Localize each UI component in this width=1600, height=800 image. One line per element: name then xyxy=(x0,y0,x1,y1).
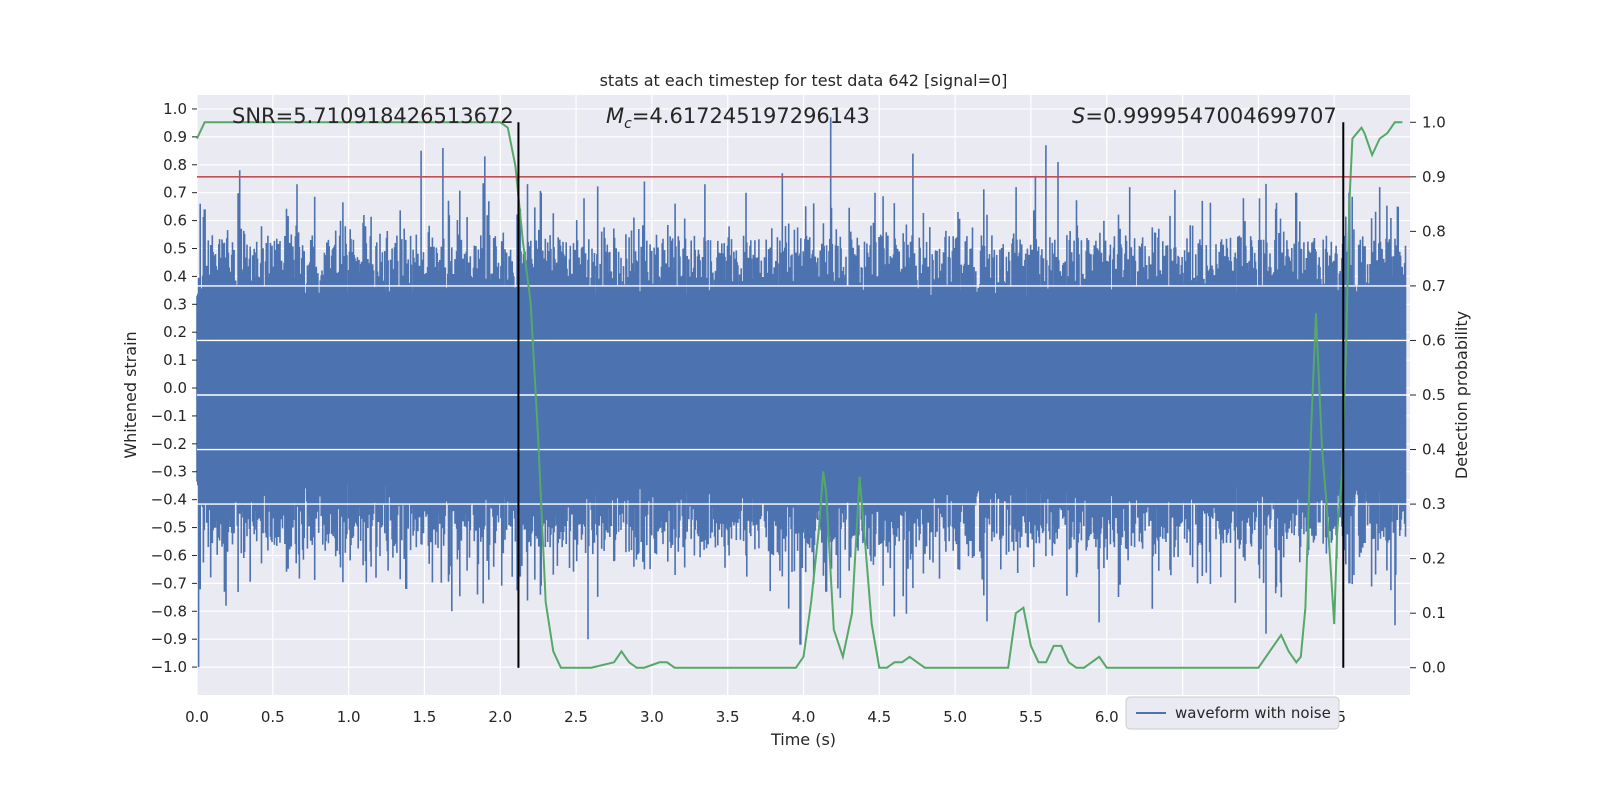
legend-label: waveform with noise xyxy=(1175,704,1331,722)
y-tick-label: 0.3 xyxy=(163,295,187,313)
y-tick-label: 0.2 xyxy=(163,323,187,341)
x-tick-label: 4.5 xyxy=(867,708,891,726)
tick-labels: 0.00.51.01.52.02.53.03.54.04.55.05.56.06… xyxy=(151,100,1446,726)
chirp-mass-annotation: Mc=4.617245197296143 xyxy=(606,104,870,132)
x-tick-label: 5.5 xyxy=(1019,708,1043,726)
y2-tick-label: 0.1 xyxy=(1422,604,1446,622)
y-axis-label: Whitened strain xyxy=(121,331,140,458)
y2-tick-label: 0.7 xyxy=(1422,277,1446,295)
waveform-series xyxy=(196,117,1410,668)
y-tick-label: 0.4 xyxy=(163,267,187,285)
y2-tick-label: 0.0 xyxy=(1422,659,1446,677)
y-tick-label: 0.1 xyxy=(163,351,187,369)
x-tick-label: 0.5 xyxy=(261,708,285,726)
y2-tick-label: 0.5 xyxy=(1422,386,1446,404)
score-symbol: S xyxy=(1072,104,1085,128)
y-tick-label: −0.9 xyxy=(151,630,187,648)
y-tick-label: 1.0 xyxy=(163,100,187,118)
y-tick-label: 0.7 xyxy=(163,184,187,202)
y-tick-label: −1.0 xyxy=(151,658,187,676)
y2-tick-label: 1.0 xyxy=(1422,113,1446,131)
y2-tick-label: 0.8 xyxy=(1422,222,1446,240)
score-annotation: S=0.9999547004699707 xyxy=(1072,104,1337,128)
markers xyxy=(197,122,1410,668)
y2-tick-label: 0.9 xyxy=(1422,168,1446,186)
y2-tick-label: 0.3 xyxy=(1422,495,1446,513)
y-tick-label: 0.8 xyxy=(163,156,187,174)
y-tick-label: 0.9 xyxy=(163,128,187,146)
x-tick-label: 1.5 xyxy=(413,708,437,726)
y2-tick-label: 0.2 xyxy=(1422,550,1446,568)
x-tick-label: 2.5 xyxy=(564,708,588,726)
y2-axis-label: Detection probability xyxy=(1452,311,1471,479)
y-tick-label: −0.3 xyxy=(151,463,187,481)
x-tick-label: 3.0 xyxy=(640,708,664,726)
y-tick-label: 0.5 xyxy=(163,239,187,257)
chirp-mass-subscript: c xyxy=(624,116,632,132)
x-tick-label: 0.0 xyxy=(185,708,209,726)
y-tick-label: 0.6 xyxy=(163,212,187,230)
x-tick-label: 6.0 xyxy=(1095,708,1119,726)
y-tick-label: 0.0 xyxy=(163,379,187,397)
x-axis-label: Time (s) xyxy=(770,730,836,749)
chirp-mass-symbol: M xyxy=(606,104,624,128)
y-tick-label: −0.7 xyxy=(151,574,187,592)
y-tick-label: −0.8 xyxy=(151,602,187,620)
x-tick-label: 3.5 xyxy=(716,708,740,726)
y2-tick-label: 0.4 xyxy=(1422,441,1446,459)
x-tick-label: 2.0 xyxy=(488,708,512,726)
probability-series xyxy=(196,121,1403,669)
y-tick-label: −0.5 xyxy=(151,519,187,537)
chart-title: stats at each timestep for test data 642… xyxy=(600,71,1008,90)
y2-tick-label: 0.6 xyxy=(1422,331,1446,349)
snr-annotation: SNR=5.710918426513672 xyxy=(232,104,514,128)
chirp-mass-value: =4.617245197296143 xyxy=(632,104,870,128)
y-tick-label: −0.6 xyxy=(151,546,187,564)
waveform-core xyxy=(197,295,1406,481)
y-tick-label: −0.1 xyxy=(151,407,187,425)
score-value: =0.9999547004699707 xyxy=(1085,104,1336,128)
x-tick-label: 5.0 xyxy=(943,708,967,726)
x-tick-label: 1.0 xyxy=(337,708,361,726)
probability-line xyxy=(196,121,1403,669)
legend: waveform with noise xyxy=(1125,696,1340,730)
y-tick-label: −0.4 xyxy=(151,491,187,509)
y-tick-label: −0.2 xyxy=(151,435,187,453)
legend-box xyxy=(1125,696,1340,730)
x-tick-label: 4.0 xyxy=(792,708,816,726)
